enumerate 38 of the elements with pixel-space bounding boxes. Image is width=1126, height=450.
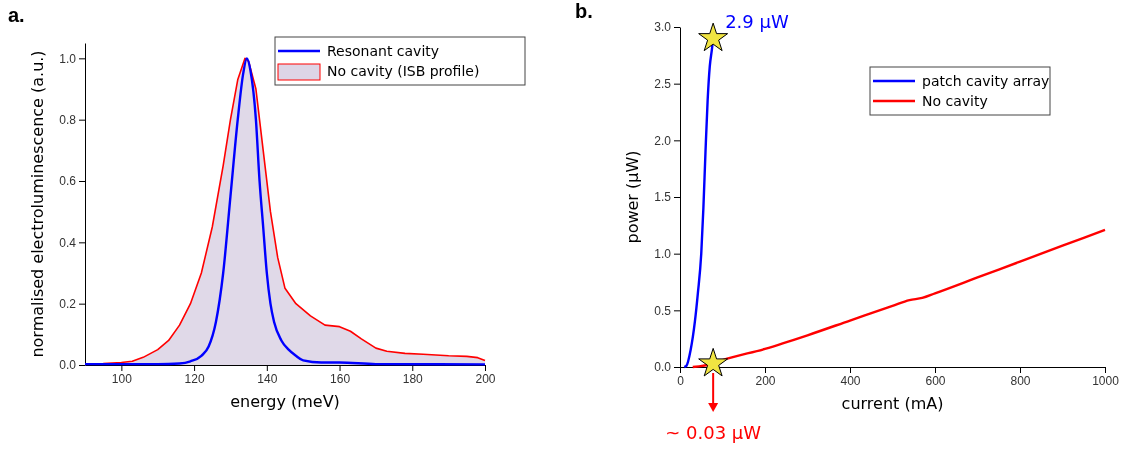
- y-tick-label: 1.0: [59, 51, 77, 66]
- y-tick-label: 2.5: [654, 77, 672, 92]
- legend-label: No cavity (ISB profile): [327, 63, 480, 79]
- x-tick-label: 140: [257, 371, 278, 386]
- x-tick-label: 200: [755, 373, 776, 388]
- annotation: ~ 0.03 μW: [665, 422, 762, 443]
- y-axis-title: normalised electroluminescence (a.u.): [28, 50, 47, 358]
- chart-title: b.: [575, 0, 593, 22]
- x-tick-label: 1000: [1092, 373, 1120, 388]
- x-tick-label: 200: [475, 371, 496, 386]
- x-tick-label: 600: [925, 373, 946, 388]
- legend-label: Resonant cavity: [327, 43, 440, 59]
- x-axis-title: energy (meV): [230, 392, 340, 411]
- y-tick-label: 1.0: [654, 247, 672, 262]
- x-tick-label: 0: [677, 373, 685, 388]
- x-tick-label: 800: [1010, 373, 1031, 388]
- y-tick-label: 3.0: [654, 20, 672, 35]
- y-tick-label: 0.4: [59, 235, 77, 250]
- y-tick-label: 0.0: [59, 358, 77, 373]
- x-tick-label: 160: [330, 371, 351, 386]
- legend-label: No cavity: [922, 93, 988, 109]
- y-tick-label: 0.5: [654, 303, 672, 318]
- y-tick-label: 0.8: [59, 113, 77, 128]
- x-axis-title: current (mA): [841, 394, 944, 413]
- y-tick-label: 1.5: [654, 190, 672, 205]
- annotation: 2.9 μW: [725, 11, 789, 33]
- line-series: [691, 228, 1107, 369]
- legend-label: patch cavity array: [922, 73, 1050, 89]
- x-tick-label: 100: [111, 371, 133, 386]
- x-tick-label: 120: [184, 371, 205, 386]
- y-tick-label: 0.6: [59, 174, 77, 189]
- x-tick-label: 400: [840, 373, 861, 388]
- x-tick-label: 180: [402, 371, 424, 386]
- y-tick-label: 2.0: [654, 133, 672, 148]
- chart-title: a.: [8, 4, 25, 26]
- y-axis-title: power (μW): [623, 150, 642, 244]
- y-tick-label: 0.2: [59, 297, 77, 312]
- y-tick-label: 0.0: [654, 360, 672, 375]
